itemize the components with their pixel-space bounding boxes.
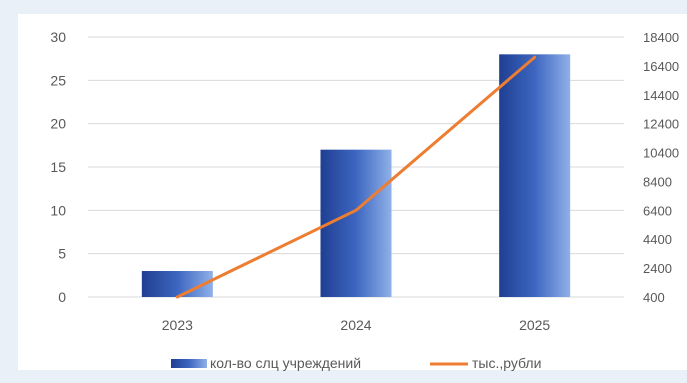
y-left-tick-label: 15 [50, 159, 66, 175]
legend-label-line: тыс.,рубли [472, 355, 541, 371]
y-right-tick-label: 18400 [643, 30, 679, 45]
y-left-tick-label: 25 [50, 72, 66, 88]
y-right-tick-label: 400 [643, 290, 665, 305]
y-left-tick-label: 30 [50, 29, 66, 45]
y-right-tick-label: 10400 [643, 146, 679, 161]
x-tick-label: 2024 [340, 317, 371, 333]
legend-swatch-bars [171, 359, 207, 368]
bar-2025 [499, 54, 571, 298]
x-tick-label: 2025 [519, 317, 550, 333]
y-left-tick-label: 10 [50, 202, 66, 218]
y-left-tick-label: 5 [58, 246, 66, 262]
y-right-tick-label: 6400 [643, 203, 672, 218]
y-right-tick-label: 8400 [643, 174, 672, 189]
y-left-tick-label: 20 [50, 116, 66, 132]
y-right-tick-label: 16400 [643, 59, 679, 74]
y-left-tick-label: 0 [58, 289, 66, 305]
x-tick-label: 2023 [162, 317, 193, 333]
y-right-tick-label: 2400 [643, 261, 672, 276]
y-right-tick-label: 12400 [643, 117, 679, 132]
legend-label-bars: кол-во слц учреждений [210, 355, 361, 371]
y-right-tick-label: 4400 [643, 232, 672, 247]
y-right-tick-label: 14400 [643, 88, 679, 103]
